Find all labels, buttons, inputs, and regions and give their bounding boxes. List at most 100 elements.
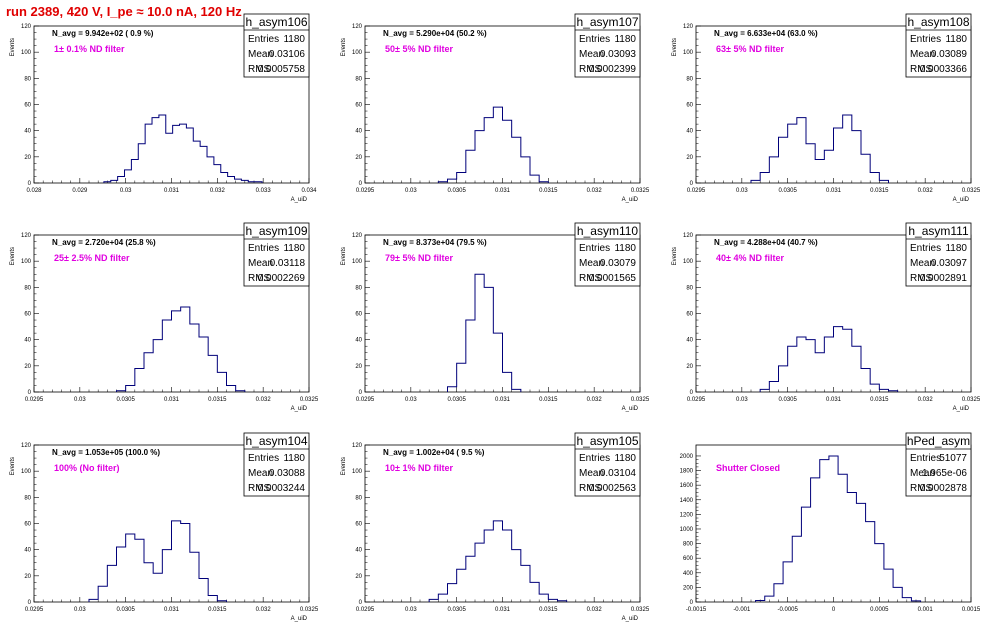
histogram-bin <box>820 460 829 602</box>
histogram-bin <box>207 157 214 183</box>
histogram-bin <box>457 569 466 602</box>
y-tick-label: 80 <box>24 76 31 82</box>
histogram-bin <box>829 456 838 602</box>
histogram-bin <box>756 601 765 602</box>
histogram-bin <box>98 586 107 602</box>
histogram-bin <box>801 507 810 602</box>
histogram-bin <box>144 353 153 392</box>
stat-value: 1180 <box>945 34 967 45</box>
navg-label: N_avg = 8.373e+04 (79.5 %) <box>383 238 487 247</box>
histogram-bin <box>893 587 902 602</box>
y-tick-label: 100 <box>352 469 363 475</box>
stats-box-frame <box>574 13 641 78</box>
y-tick-label: 40 <box>355 338 362 344</box>
y-tick-label: 40 <box>686 338 693 344</box>
y-tick-label: 1400 <box>680 498 694 504</box>
y-tick-label: 60 <box>24 103 31 109</box>
y-axis-title: Events <box>10 457 16 475</box>
stat-label: Entries <box>248 34 279 45</box>
histogram-bin <box>466 320 475 392</box>
histogram-bin <box>248 182 255 183</box>
histogram-bin <box>503 372 512 392</box>
histogram-bin <box>159 115 166 183</box>
x-tick-label: 0.0315 <box>870 397 889 403</box>
histogram-bin <box>493 333 502 392</box>
histogram-bin <box>797 118 806 183</box>
x-tick-label: 0.0325 <box>300 397 319 403</box>
histogram-bin <box>173 125 180 183</box>
histogram-bin <box>153 340 162 392</box>
histogram-panel-h_asym111: 0.0295 0.03 0.0305 0.031 0.0315 0.032 0.0325 0 2… <box>672 222 981 412</box>
y-tick-label: 60 <box>355 103 362 109</box>
histogram-bin <box>824 337 833 392</box>
stat-label: RMS <box>910 64 933 75</box>
histogram-bin <box>152 118 159 183</box>
y-tick-label: 1200 <box>680 512 694 518</box>
histogram-bin <box>126 534 135 602</box>
y-tick-label: 1000 <box>680 527 694 533</box>
y-tick-label: 100 <box>683 50 694 56</box>
histogram-bin <box>236 391 245 392</box>
y-tick-label: 40 <box>355 548 362 554</box>
histogram-bin <box>861 368 870 392</box>
filter-label: 25± 2.5% ND filter <box>54 253 130 263</box>
histogram-bin <box>503 120 512 183</box>
y-tick-label: 20 <box>355 574 362 580</box>
stat-value: 0.0002269 <box>258 273 306 284</box>
histogram-panel-h_asym106: 0.028 0.029 0.03 0.031 0.032 0.033 0.034 0 20 40 6… <box>10 13 317 203</box>
x-tick-label: 0 <box>832 607 836 613</box>
x-tick-label: 0.0295 <box>356 397 375 403</box>
stat-label: Entries <box>579 34 610 45</box>
histogram-bin <box>811 478 820 602</box>
x-tick-label: 0.032 <box>256 397 272 403</box>
histogram-bin <box>466 556 475 602</box>
x-tick-label: 0.03 <box>74 397 86 403</box>
navg-label: N_avg = 6.633e+04 (63.0 %) <box>714 29 818 38</box>
x-tick-label: 0.0295 <box>356 188 375 194</box>
histogram-bin <box>769 157 778 183</box>
stats-box-frame <box>243 13 310 78</box>
stat-value: 0.03106 <box>269 49 306 60</box>
histogram-bin <box>126 385 135 392</box>
y-tick-label: 120 <box>21 233 32 239</box>
x-tick-label: 0.0305 <box>447 188 466 194</box>
histogram-bin <box>548 599 557 602</box>
stat-label: Mean <box>248 258 273 269</box>
y-tick-label: 0 <box>28 600 32 606</box>
navg-label: N_avg = 5.290e+04 (50.2 %) <box>383 29 487 38</box>
x-tick-label: 0.034 <box>301 188 317 194</box>
y-tick-label: 0 <box>690 181 694 187</box>
histogram-bin <box>783 562 792 602</box>
x-tick-label: 0.0315 <box>870 188 889 194</box>
x-tick-label: 0.0295 <box>25 607 44 613</box>
histogram-bin <box>241 180 248 183</box>
y-tick-label: 0 <box>690 390 694 396</box>
histogram-bin <box>457 173 466 183</box>
histogram-bin <box>214 165 221 183</box>
y-tick-label: 100 <box>21 469 32 475</box>
histogram-bin <box>911 601 920 602</box>
histogram-bin <box>769 382 778 392</box>
stat-value: 0.0005758 <box>258 64 306 75</box>
stat-value: 1180 <box>614 34 636 45</box>
histogram-bin <box>558 601 567 602</box>
y-tick-label: 600 <box>683 556 694 562</box>
stat-value: 0.03089 <box>931 49 968 60</box>
y-tick-label: 40 <box>24 129 31 135</box>
y-tick-label: 120 <box>352 443 363 449</box>
histogram-name: h_asym108 <box>907 15 969 29</box>
histogram-outline <box>759 326 899 392</box>
histogram-bin <box>144 563 153 602</box>
y-tick-label: 800 <box>683 542 694 548</box>
stat-value: 0.03088 <box>269 468 306 479</box>
x-tick-label: 0.032 <box>587 607 603 613</box>
histogram-bin <box>89 599 98 602</box>
histogram-bin <box>779 366 788 392</box>
histogram-bin <box>875 544 884 602</box>
y-tick-label: 60 <box>686 103 693 109</box>
y-tick-label: 0 <box>28 181 32 187</box>
y-tick-label: 60 <box>686 312 693 318</box>
